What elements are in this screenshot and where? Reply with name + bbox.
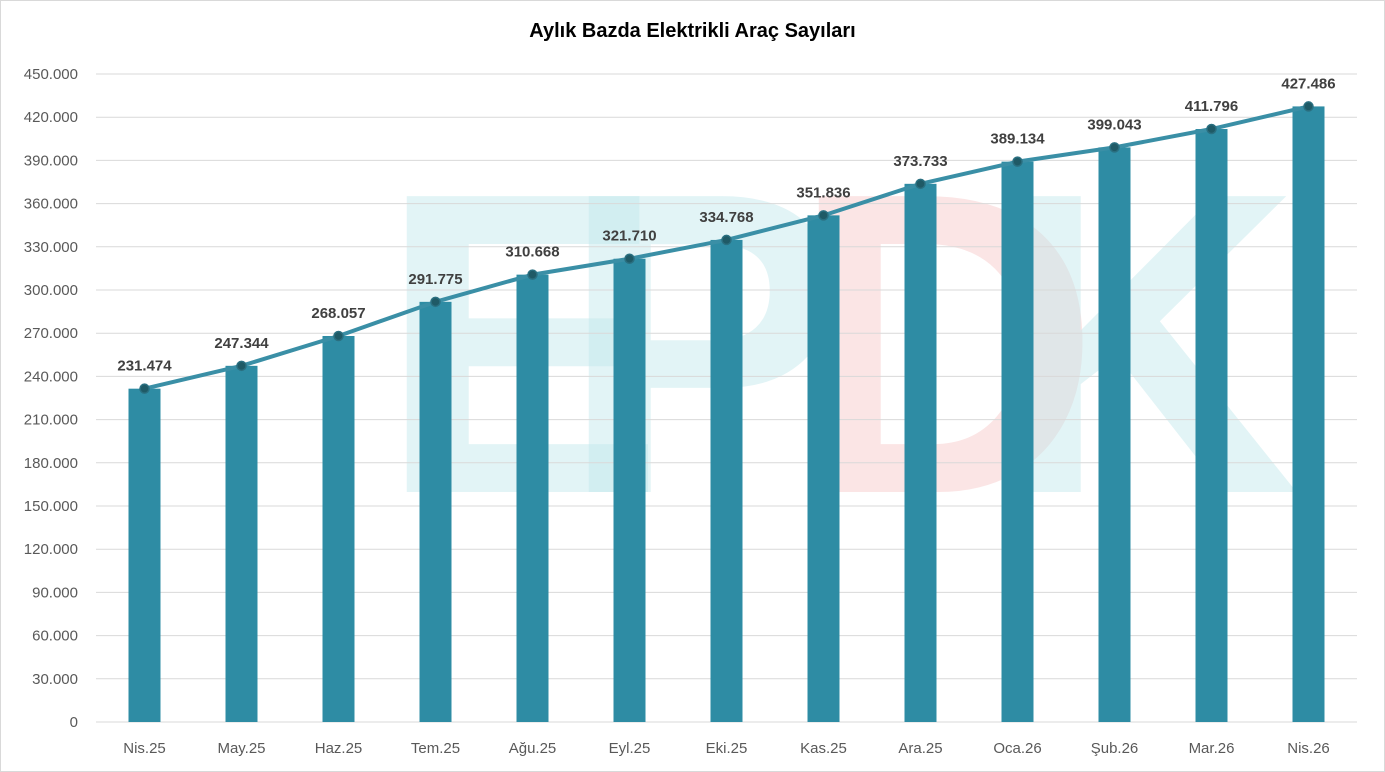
x-tick-label: Ağu.25 <box>509 740 557 757</box>
y-tick-label: 60.000 <box>32 628 78 645</box>
line-point <box>1012 156 1023 167</box>
data-label: 399.043 <box>1087 116 1141 133</box>
data-label: 411.796 <box>1185 98 1238 115</box>
y-tick-label: 30.000 <box>32 671 78 688</box>
x-tick-label: Mar.26 <box>1189 740 1235 757</box>
line-point <box>624 253 635 264</box>
y-tick-label: 420.000 <box>24 109 78 126</box>
bar <box>128 388 161 722</box>
y-tick-label: 390.000 <box>24 152 78 169</box>
data-label: 334.768 <box>699 209 753 226</box>
x-tick-label: Nis.25 <box>123 740 166 757</box>
line-point <box>430 296 441 308</box>
data-label: 247.344 <box>214 335 269 352</box>
y-tick-label: 270.000 <box>24 325 78 342</box>
bar <box>904 183 937 723</box>
x-axis-ticks: Nis.25 May.25 Haz.25 Tem.25 Ağu.25 Eyl.25 Eki.… <box>123 740 1330 757</box>
watermark-letter: P <box>560 104 847 584</box>
bar <box>322 335 355 722</box>
bar <box>1001 161 1034 722</box>
bars <box>128 106 1325 723</box>
y-tick-label: 0 <box>70 714 78 731</box>
data-label: 389.134 <box>990 131 1045 148</box>
bar <box>807 215 840 723</box>
y-tick-label: 180.000 <box>24 455 78 472</box>
x-tick-label: Eki.25 <box>706 740 748 757</box>
y-tick-label: 150.000 <box>24 498 78 515</box>
line-point <box>527 269 538 280</box>
y-axis-ticks: 0 30.000 60.000 90.000 120.000 150.000 180.000… <box>24 66 78 731</box>
trend-line <box>139 101 1314 394</box>
line-point <box>1206 123 1217 135</box>
bar <box>516 274 549 722</box>
line-point <box>915 178 926 190</box>
line-point <box>721 234 732 246</box>
line-point <box>1303 101 1314 112</box>
data-label: 231.474 <box>117 358 172 375</box>
y-tick-label: 300.000 <box>24 282 78 299</box>
data-label: 291.775 <box>408 271 462 288</box>
line-point <box>236 360 247 372</box>
y-tick-label: 330.000 <box>24 239 78 256</box>
y-tick-label: 360.000 <box>24 196 78 213</box>
data-label: 351.836 <box>796 184 850 201</box>
data-label: 268.057 <box>311 305 365 322</box>
y-tick-label: 90.000 <box>32 584 78 601</box>
watermark-letter: K <box>990 104 1301 584</box>
bar <box>613 258 646 722</box>
x-tick-label: Oca.26 <box>993 740 1041 757</box>
x-tick-label: Haz.25 <box>315 740 363 757</box>
x-tick-label: Ara.25 <box>898 740 942 757</box>
y-tick-label: 240.000 <box>24 368 78 385</box>
y-tick-label: 450.000 <box>24 66 78 83</box>
x-tick-label: Şub.26 <box>1091 740 1139 757</box>
line-point <box>333 330 344 342</box>
x-tick-label: Eyl.25 <box>609 740 651 757</box>
x-tick-label: Nis.26 <box>1287 740 1330 757</box>
bar <box>225 365 258 722</box>
x-tick-label: May.25 <box>217 740 265 757</box>
x-tick-label: Tem.25 <box>411 740 460 757</box>
y-tick-label: 120.000 <box>24 541 78 558</box>
bar <box>710 239 743 722</box>
data-labels: 231.474 247.344 268.057 291.775 310.668 321.7… <box>117 75 1335 374</box>
bar <box>1098 147 1131 723</box>
line-point <box>818 210 829 221</box>
x-tick-label: Kas.25 <box>800 740 847 757</box>
data-label: 310.668 <box>505 244 559 261</box>
bar <box>419 301 452 722</box>
data-label: 373.733 <box>893 153 947 170</box>
line-point <box>139 383 150 394</box>
watermark: EPDK <box>378 104 1301 584</box>
chart-title: Aylık Bazda Elektrikli Araç Sayıları <box>529 20 856 42</box>
data-label: 321.710 <box>602 228 656 245</box>
bar <box>1195 129 1228 722</box>
y-tick-label: 210.000 <box>24 412 78 429</box>
line-point <box>1109 142 1120 153</box>
watermark-letter: D <box>790 104 1101 584</box>
data-label: 427.486 <box>1281 75 1335 92</box>
bar <box>1292 106 1325 722</box>
